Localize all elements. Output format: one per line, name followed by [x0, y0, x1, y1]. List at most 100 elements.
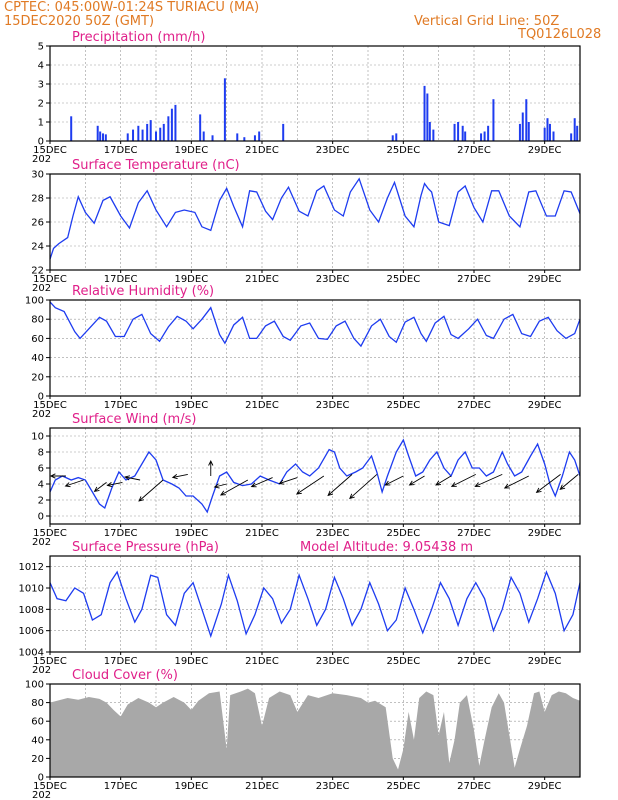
y-tick-label: 20	[31, 754, 44, 765]
precip-bar	[548, 123, 551, 141]
wind-vector	[384, 475, 404, 486]
x-tick-label: 23DEC	[316, 656, 350, 667]
panel-title-clouds: Cloud Cover (%)	[72, 668, 178, 683]
precip-bar	[453, 123, 456, 141]
precip-bar	[546, 118, 549, 141]
wind-vector	[64, 479, 84, 488]
precip-bar	[202, 131, 205, 141]
x-tick-label: 23DEC	[316, 528, 350, 539]
y-tick-label: 80	[31, 315, 44, 326]
panel-frame	[49, 45, 581, 142]
panel-title-pressure: Surface Pressure (hPa)	[72, 540, 219, 555]
x-tick-label: 19DEC	[174, 274, 208, 285]
precip-bar	[573, 118, 576, 141]
y-tick-label: 2	[38, 99, 44, 110]
x-tick-label: 21DEC	[245, 145, 279, 156]
x-tick-label: 17DEC	[104, 656, 138, 667]
panel-title-humidity: Relative Humidity (%)	[72, 284, 214, 299]
wind-vector	[138, 479, 164, 502]
precip-bar	[521, 112, 524, 141]
precip-bar	[457, 122, 460, 141]
x-tick-label: 27DEC	[457, 274, 491, 285]
wind-vector	[106, 481, 123, 488]
x-tick-label: 25DEC	[386, 145, 420, 156]
precip-bar	[149, 120, 152, 141]
wind-vector	[278, 477, 298, 485]
precip-bar	[236, 133, 239, 141]
x-tick-label: 17DEC	[104, 400, 138, 411]
x-tick-label: 17DEC	[104, 781, 138, 792]
x-tick-label: 25DEC	[386, 656, 420, 667]
y-tick-label: 0	[38, 137, 44, 148]
x-tick-label: 15DEC	[33, 656, 67, 667]
precip-bar	[132, 129, 135, 141]
precip-bar	[96, 125, 99, 141]
model-code: TQ0126L028	[517, 27, 601, 42]
y-tick-label: 10	[31, 432, 44, 443]
wind-vector	[450, 473, 476, 487]
panel-humidity: Relative Humidity (%) 0 20 40 60 80 100 15DEC 17…	[25, 284, 581, 420]
panel-frame	[49, 173, 581, 271]
precip-bar	[223, 78, 226, 141]
y-tick-label: 2	[38, 496, 44, 507]
grid-note: Vertical Grid Line: 50Z	[414, 14, 559, 29]
y-tick-label: 1008	[19, 605, 44, 616]
x-tick-label: 17DEC	[104, 528, 138, 539]
x-tick-label: 21DEC	[245, 400, 279, 411]
precip-bar	[391, 135, 394, 141]
x-tick-label: 27DEC	[457, 528, 491, 539]
wind-vector	[327, 474, 353, 497]
panel-annotation-pressure: Model Altitude: 9.05438 m	[300, 540, 473, 555]
panels: Precipitation (mm/h) 0 1 2 3 4 5 15DEC 17DEC 19DE…	[19, 30, 581, 800]
panel-frame	[49, 427, 581, 525]
x-tick-label: 15DEC	[33, 145, 67, 156]
y-tick-label: 40	[31, 735, 44, 746]
x-tick-label: 29DEC	[528, 274, 562, 285]
x-tick-label: 19DEC	[174, 656, 208, 667]
panel-precipitation: Precipitation (mm/h) 0 1 2 3 4 5 15DEC 17DEC 19DE…	[32, 30, 581, 165]
precip-bar	[102, 133, 104, 141]
panel-temperature: Surface Temperature (nC) 22 24 26 28 30 15DEC 1…	[31, 158, 581, 294]
x-tick-label: 15DEC	[33, 400, 67, 411]
wind-vector	[295, 475, 325, 495]
precip-bar	[167, 116, 170, 141]
precip-bar	[464, 131, 467, 141]
y-tick-label: 0	[38, 392, 44, 403]
y-tick-label: 0	[38, 512, 44, 523]
x-tick-label: 23DEC	[316, 145, 350, 156]
precip-bar	[483, 131, 486, 141]
precip-bar	[162, 123, 165, 141]
x-tick-label: 17DEC	[104, 274, 138, 285]
precip-bar	[492, 99, 495, 141]
precip-bar	[258, 131, 261, 141]
precip-bar	[170, 108, 173, 141]
y-tick-label: 100	[25, 680, 44, 691]
year-fragment: 202	[32, 154, 51, 165]
precip-bar	[141, 129, 144, 141]
wind-vector	[171, 473, 188, 480]
precip-bar	[126, 133, 129, 141]
wind-vector	[124, 475, 141, 481]
station-header: CPTEC: 045:00W-01:24S TURIACU (MA)	[4, 0, 259, 15]
y-tick-label: 3	[38, 80, 44, 91]
y-tick-label: 100	[25, 296, 44, 307]
precip-bar	[395, 133, 398, 141]
precip-bar	[243, 137, 246, 141]
x-tick-label: 17DEC	[104, 145, 138, 156]
y-tick-label: 60	[31, 717, 44, 728]
panel-wind: Surface Wind (m/s) 0 2 4 6 8 10 15DEC 17DEC 19DEC…	[31, 412, 581, 548]
wind-vector	[474, 473, 503, 488]
precip-bar	[552, 131, 555, 141]
y-tick-label: 4	[38, 480, 44, 491]
y-tick-label: 8	[38, 448, 44, 459]
x-tick-label: 19DEC	[174, 781, 208, 792]
x-tick-label: 19DEC	[174, 145, 208, 156]
y-tick-label: 28	[31, 194, 44, 205]
y-tick-label: 1004	[19, 648, 44, 659]
x-tick-label: 25DEC	[386, 781, 420, 792]
wind-vector	[250, 477, 273, 488]
y-tick-label: 20	[31, 372, 44, 383]
panel-clouds: Cloud Cover (%) 0 20 40 60 80 100 15DEC 17DEC 19D…	[25, 668, 581, 800]
y-tick-label: 1012	[19, 562, 44, 573]
